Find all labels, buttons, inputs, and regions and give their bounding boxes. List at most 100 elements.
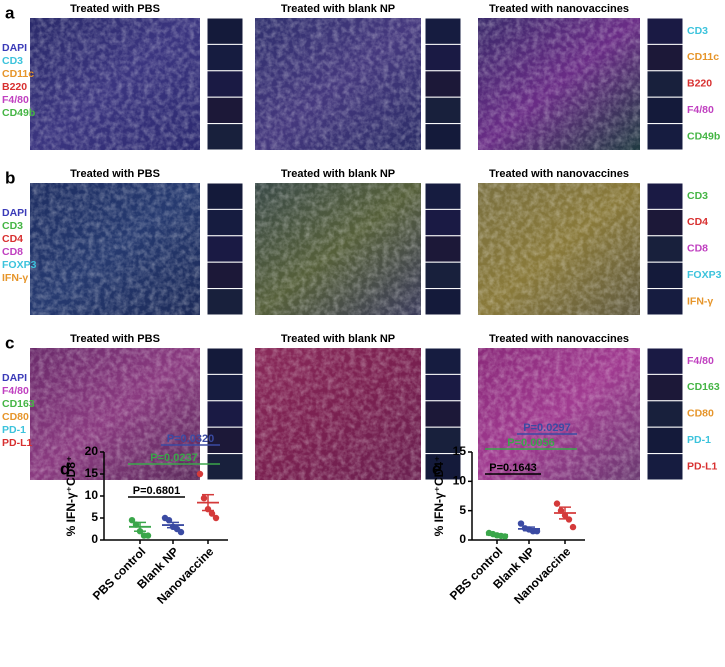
- channel-label: F4/80: [687, 355, 714, 367]
- channel-thumbnail: [646, 123, 684, 151]
- y-tick-label: 5: [459, 503, 466, 517]
- x-tick-label: PBS control: [90, 544, 148, 602]
- channel-thumbnail: [424, 373, 462, 402]
- channel-thumbnail: [206, 43, 244, 72]
- stain-legend: CD8: [2, 246, 23, 258]
- channel-thumbnail: [646, 453, 684, 481]
- data-point: [196, 470, 204, 478]
- channel-thumbnail: [646, 261, 684, 290]
- channel-label: CD49b: [687, 130, 720, 142]
- channel-thumbnail: [206, 208, 244, 237]
- stain-legend: F4/80: [2, 385, 29, 397]
- channel-thumbnail: [206, 235, 244, 263]
- data-point: [553, 500, 561, 507]
- channel-thumbnail: [206, 70, 244, 98]
- image-title: Treated with nanovaccines: [489, 3, 629, 15]
- channel-thumbnail: [424, 123, 462, 151]
- image-title: Treated with blank NP: [281, 3, 395, 15]
- data-point: [208, 510, 216, 517]
- p-value: P=0.0056: [507, 437, 554, 449]
- channel-thumbnail: [424, 235, 462, 263]
- channel-label: CD3: [687, 190, 708, 202]
- image-title: Treated with blank NP: [281, 168, 395, 180]
- data-point: [200, 495, 208, 502]
- y-tick-label: 0: [91, 532, 98, 546]
- data-point: [128, 517, 136, 524]
- channel-thumbnail: [206, 288, 244, 316]
- micrograph-texture: [30, 348, 200, 480]
- p-value: P=0.0320: [167, 433, 214, 445]
- y-tick-label: 20: [85, 444, 99, 458]
- panel-letter: e: [432, 459, 441, 478]
- channel-thumbnail: [206, 426, 244, 455]
- channel-label: CD4: [687, 216, 708, 228]
- channel-label: CD8: [687, 243, 708, 255]
- panel-letter: a: [5, 3, 15, 22]
- channel-thumbnail: [424, 43, 462, 72]
- channel-thumbnail: [424, 17, 462, 45]
- p-value: P=0.0237: [150, 452, 197, 464]
- micrograph-texture: [478, 183, 640, 315]
- micrograph-texture: [30, 18, 200, 150]
- p-value: P=0.0297: [523, 422, 570, 434]
- image-title: Treated with blank NP: [281, 333, 395, 345]
- channel-thumbnail: [206, 261, 244, 290]
- stain-legend: CD3: [2, 55, 23, 67]
- panel-letter: d: [60, 459, 70, 478]
- channel-thumbnail: [424, 96, 462, 125]
- channel-thumbnail: [206, 17, 244, 45]
- data-point: [177, 528, 185, 536]
- stain-legend: IFN-γ: [2, 272, 28, 284]
- p-value: P=0.6801: [133, 485, 180, 497]
- data-point: [212, 514, 220, 522]
- channel-thumbnail: [424, 426, 462, 455]
- stain-legend: CD49b: [2, 107, 35, 119]
- channel-thumbnail: [646, 426, 684, 455]
- channel-thumbnail: [206, 123, 244, 151]
- data-point: [569, 523, 577, 531]
- channel-label: IFN-γ: [687, 295, 713, 307]
- image-title: Treated with nanovaccines: [489, 333, 629, 345]
- micrograph-texture: [255, 18, 421, 150]
- channel-thumbnail: [646, 70, 684, 98]
- micrograph-texture: [30, 183, 200, 315]
- channel-label: CD163: [687, 381, 720, 393]
- y-axis-title: % IFN-γ⁺CD4⁺: [432, 456, 446, 537]
- channel-thumbnail: [646, 288, 684, 316]
- channel-thumbnail: [646, 43, 684, 72]
- y-tick-label: 10: [453, 474, 467, 488]
- stain-legend: F4/80: [2, 94, 29, 106]
- channel-thumbnail: [646, 235, 684, 263]
- stain-legend: FOXP3: [2, 259, 37, 271]
- channel-thumbnail: [206, 96, 244, 125]
- channel-thumbnail: [424, 70, 462, 98]
- channel-thumbnail: [424, 400, 462, 428]
- channel-thumbnail: [424, 453, 462, 481]
- channel-label: FOXP3: [687, 269, 722, 281]
- stain-legend: CD163: [2, 398, 35, 410]
- y-tick-label: 5: [91, 510, 98, 524]
- data-point: [517, 520, 525, 527]
- micrograph-texture: [478, 18, 640, 150]
- p-value: P=0.1643: [489, 462, 536, 474]
- channel-thumbnail: [424, 208, 462, 237]
- y-axis-title: % IFN-γ⁺CD8⁺: [64, 456, 78, 537]
- stain-legend: CD4: [2, 233, 23, 245]
- channel-label: CD3: [687, 25, 708, 37]
- channel-thumbnail: [424, 261, 462, 290]
- micrograph-texture: [255, 183, 421, 315]
- channel-thumbnail: [206, 400, 244, 428]
- y-tick-label: 15: [85, 466, 99, 480]
- stain-legend: PD-1: [2, 424, 26, 436]
- stain-legend: DAPI: [2, 42, 27, 54]
- stain-legend: PD-L1: [2, 437, 32, 449]
- channel-thumbnail: [206, 453, 244, 481]
- stain-legend: DAPI: [2, 372, 27, 384]
- channel-thumbnail: [646, 182, 684, 210]
- stain-legend: CD11c: [2, 68, 34, 80]
- panel-letter: b: [5, 168, 15, 187]
- channel-thumbnail: [424, 288, 462, 316]
- channel-thumbnail: [424, 347, 462, 375]
- image-title: Treated with PBS: [70, 168, 160, 180]
